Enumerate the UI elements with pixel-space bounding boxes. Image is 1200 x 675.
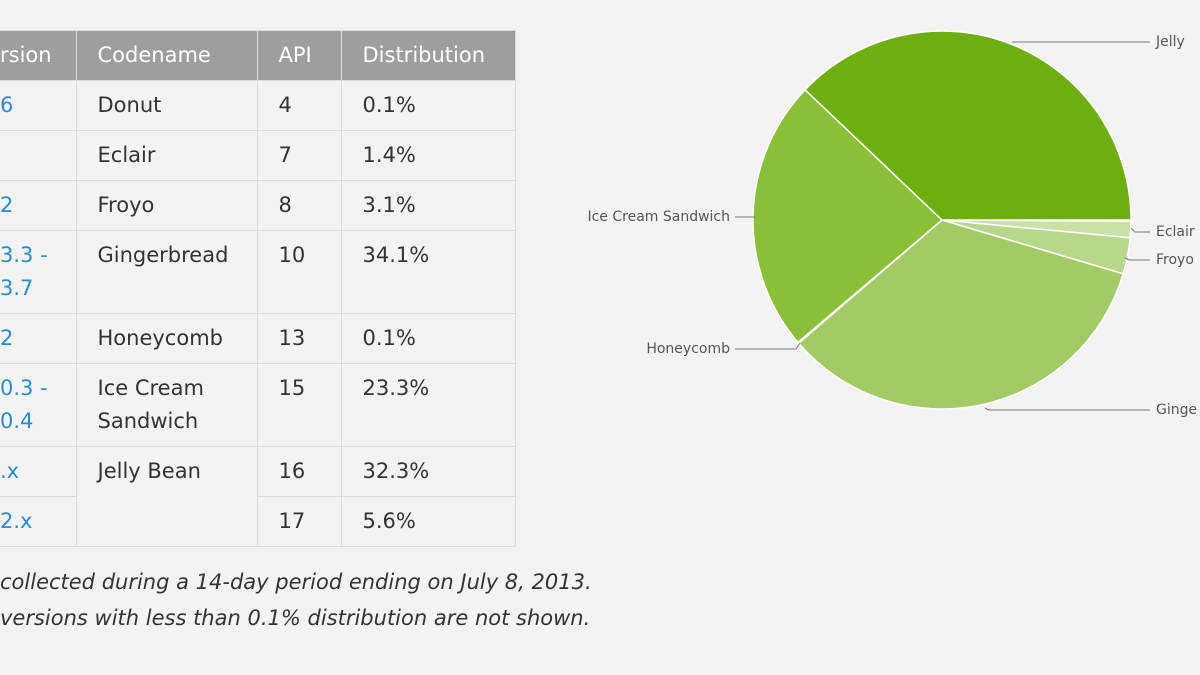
table-row: 2.x 17 5.6% (0, 496, 516, 547)
leader-line (984, 407, 1150, 411)
version-link: 2 (0, 326, 14, 350)
distribution-table: rsion Codename API Distribution 6 Donut 4 0.1%… (0, 30, 516, 547)
codename-cell: Froyo (75, 180, 258, 231)
leader-line (1124, 257, 1150, 261)
header-cell: API (256, 30, 342, 81)
version-link: .x (0, 459, 20, 483)
api-cell: 7 (256, 130, 342, 181)
version-link: 0.4 (0, 409, 34, 433)
leader-line (735, 342, 801, 350)
slice-label: Froyo (1156, 252, 1194, 268)
version-cell: 0.3 - 0.4 (0, 363, 77, 447)
pie-slice (797, 219, 1125, 410)
footnote: collected during a 14-day period ending … (0, 570, 592, 594)
footnote: versions with less than 0.1% distributio… (0, 606, 591, 630)
codename-cell: Honeycomb (75, 313, 258, 364)
codename-cell: Jelly Bean (75, 446, 258, 547)
table-row: 6 Donut 4 0.1% (0, 80, 516, 131)
pie-slice (803, 30, 1132, 221)
version-link: 2.x (0, 509, 33, 533)
api-cell: 15 (256, 363, 342, 447)
table-row: 2 Honeycomb 13 0.1% (0, 313, 516, 364)
version-cell: 2 (0, 313, 77, 364)
slice-label: Ginge (1156, 402, 1197, 418)
version-link: 3.7 (0, 276, 34, 300)
pie-slice (752, 88, 944, 344)
api-cell: 13 (256, 313, 342, 364)
table-row: 2 Froyo 8 3.1% (0, 180, 516, 231)
slice-label: Jelly (1155, 34, 1185, 50)
table-row: .x Jelly Bean 16 32.3% (0, 446, 516, 547)
header-cell: Distribution (340, 30, 516, 81)
version-link: 0.3 - (0, 376, 48, 400)
version-link: 3.3 - (0, 243, 48, 267)
version-cell: 2.x (0, 496, 77, 547)
api-cell: 8 (256, 180, 342, 231)
table-row: 0.3 - 0.4 Ice Cream Sandwich 15 23.3% (0, 363, 516, 447)
api-cell: 16 (256, 446, 342, 497)
api-cell: 17 (256, 496, 342, 547)
version-link: 6 (0, 93, 14, 117)
distribution-cell: 0.1% (340, 313, 516, 364)
version-cell: 6 (0, 80, 77, 131)
codename-cell: Eclair (75, 130, 258, 181)
header-cell: rsion (0, 30, 77, 81)
api-cell: 10 (256, 230, 342, 314)
slice-label: Honeycomb (646, 341, 730, 357)
distribution-cell: 5.6% (340, 496, 516, 547)
header-row: rsion Codename API Distribution (0, 30, 516, 81)
leader-line (1130, 227, 1150, 233)
version-cell: 2 (0, 180, 77, 231)
distribution-cell: 23.3% (340, 363, 516, 447)
slice-label: Ice Cream Sandwich (587, 209, 730, 225)
distribution-cell: 0.1% (340, 80, 516, 131)
distribution-cell: 34.1% (340, 230, 516, 314)
api-cell: 4 (256, 80, 342, 131)
distribution-cell: 1.4% (340, 130, 516, 181)
table-row: Eclair 7 1.4% (0, 130, 516, 181)
codename-cell: Ice Cream Sandwich (75, 363, 258, 447)
version-link: 2 (0, 193, 14, 217)
slice-label: Eclair (1156, 224, 1195, 240)
